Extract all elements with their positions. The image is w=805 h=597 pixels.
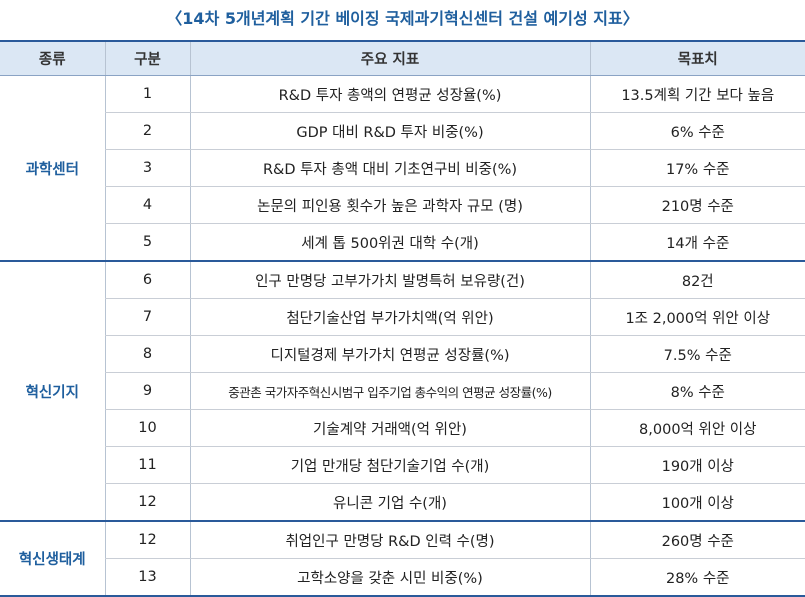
indicator: R&D 투자 총액의 연평균 성장율(%) (189, 75, 590, 113)
row-number: 6 (104, 261, 190, 299)
indicator: R&D 투자 총액 대비 기초연구비 비중(%) (189, 149, 590, 187)
title: 〈14차 5개년계획 기간 베이징 국제과기혁신센터 건설 예기성 지표〉 (166, 9, 639, 28)
row-number: 10 (104, 409, 190, 447)
target: 260명 수준 (589, 521, 805, 559)
table-row: 7 첨단기술산업 부가가치액(억 위안) 1조 2,000억 위안 이상 (0, 298, 805, 336)
row-number: 9 (104, 372, 190, 410)
table-row: 혁신생태계 12 취업인구 만명당 R&D 인력 수(명) 260명 수준 (0, 521, 805, 597)
indicator: 디지털경제 부가가치 연평균 성장률(%) (189, 335, 590, 373)
row-number: 7 (104, 298, 190, 336)
table-row: 혁신기지 6 인구 만명당 고부가가치 발명특허 보유량(건) 82건 (0, 261, 805, 522)
table-row: 과학센터 1 R&D 투자 총액의 연평균 성장율(%) 13.5계획 기간 보다 높… (0, 75, 805, 262)
header-cell: 종류 (0, 40, 105, 76)
indicator: 취업인구 만명당 R&D 인력 수(명) (189, 521, 590, 559)
table-row: 13 고학소양을 갖춘 시민 비중(%) 28% 수준 (0, 558, 805, 597)
target: 14개 수준 (589, 223, 805, 262)
table-row: 11 기업 만개당 첨단기술기업 수(개) 190개 이상 (0, 446, 805, 484)
table-row: 9 중관촌 국가자주혁신시범구 입주기업 총수익의 연평균 성장률(%) 8% 수준 (0, 372, 805, 410)
indicator: 중관촌 국가자주혁신시범구 입주기업 총수익의 연평균 성장률(%) (189, 372, 590, 410)
row-number: 4 (104, 186, 190, 224)
row-number: 13 (104, 558, 190, 597)
target: 210명 수준 (589, 186, 805, 224)
row-number: 12 (104, 483, 190, 522)
table-body: 과학센터 1 R&D 투자 총액의 연평균 성장율(%) 13.5계획 기간 보다 높… (0, 75, 805, 597)
indicator: 기술계약 거래액(억 위안) (189, 409, 590, 447)
target: 28% 수준 (589, 558, 805, 597)
target: 190개 이상 (589, 446, 805, 484)
indicator: 고학소양을 갖춘 시민 비중(%) (189, 558, 590, 597)
indicator: 세계 톱 500위권 대학 수(개) (189, 223, 590, 262)
target: 7.5% 수준 (589, 335, 805, 373)
header-cell: 목표치 (589, 40, 805, 76)
page: 〈14차 5개년계획 기간 베이징 국제과기혁신센터 건설 예기성 지표〉 종류… (0, 9, 805, 597)
target: 8% 수준 (589, 372, 805, 410)
group-label: 혁신생태계 (0, 521, 105, 597)
table-row: 3 R&D 투자 총액 대비 기초연구비 비중(%) 17% 수준 (0, 149, 805, 187)
row-number: 2 (104, 112, 190, 150)
table-row: 4 논문의 피인용 횟수가 높은 과학자 규모 (명) 210명 수준 (0, 186, 805, 224)
table-row: 2 GDP 대비 R&D 투자 비중(%) 6% 수준 (0, 112, 805, 150)
target: 17% 수준 (589, 149, 805, 187)
group-label: 혁신기지 (0, 261, 105, 522)
header-row: 종류 구분 주요 지표 목표치 (0, 40, 805, 76)
row-number: 3 (104, 149, 190, 187)
target: 6% 수준 (589, 112, 805, 150)
indicator-table: 종류 구분 주요 지표 목표치 과학센터 1 R&D 투자 총액의 연평균 성장율(%) 1… (0, 40, 805, 597)
row-number: 5 (104, 223, 190, 262)
indicator: 유니콘 기업 수(개) (189, 483, 590, 522)
target: 8,000억 위안 이상 (589, 409, 805, 447)
indicator: GDP 대비 R&D 투자 비중(%) (189, 112, 590, 150)
indicator: 인구 만명당 고부가가치 발명특허 보유량(건) (189, 261, 590, 299)
table-row: 12 유니콘 기업 수(개) 100개 이상 (0, 483, 805, 522)
indicator: 논문의 피인용 횟수가 높은 과학자 규모 (명) (189, 186, 590, 224)
row-number: 12 (104, 521, 190, 559)
header-cell: 구분 (104, 40, 190, 76)
target: 100개 이상 (589, 483, 805, 522)
row-number: 11 (104, 446, 190, 484)
target: 82건 (589, 261, 805, 299)
header-cell: 주요 지표 (189, 40, 590, 76)
row-number: 8 (104, 335, 190, 373)
row-number: 1 (104, 75, 190, 113)
table-row: 10 기술계약 거래액(억 위안) 8,000억 위안 이상 (0, 409, 805, 447)
table-row: 5 세계 톱 500위권 대학 수(개) 14개 수준 (0, 223, 805, 262)
table-row: 8 디지털경제 부가가치 연평균 성장률(%) 7.5% 수준 (0, 335, 805, 373)
group-label: 과학센터 (0, 75, 105, 262)
target: 13.5계획 기간 보다 높음 (589, 75, 805, 113)
indicator: 첨단기술산업 부가가치액(억 위안) (189, 298, 590, 336)
target: 1조 2,000억 위안 이상 (589, 298, 805, 336)
indicator: 기업 만개당 첨단기술기업 수(개) (189, 446, 590, 484)
